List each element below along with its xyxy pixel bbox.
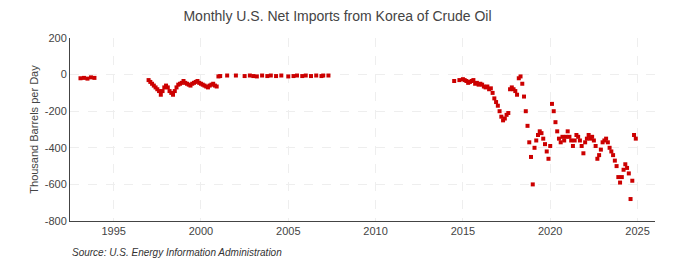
svg-text:Monthly U.S. Net Imports from: Monthly U.S. Net Imports from Korea of C… — [183, 8, 491, 24]
svg-text:200: 200 — [48, 32, 66, 44]
svg-text:Thousand Barrels per Day: Thousand Barrels per Day — [28, 65, 40, 194]
svg-text:-600: -600 — [45, 178, 67, 190]
svg-text:Source: U.S. Energy Informatio: Source: U.S. Energy Information Administ… — [72, 247, 282, 258]
svg-text:2005: 2005 — [276, 225, 300, 237]
svg-text:-200: -200 — [45, 105, 67, 117]
svg-text:-400: -400 — [45, 142, 67, 154]
svg-text:2010: 2010 — [363, 225, 387, 237]
svg-text:1995: 1995 — [101, 225, 125, 237]
svg-text:2015: 2015 — [451, 225, 475, 237]
svg-text:2020: 2020 — [538, 225, 562, 237]
svg-text:0: 0 — [61, 68, 67, 80]
svg-text:2000: 2000 — [189, 225, 213, 237]
svg-text:-800: -800 — [45, 215, 67, 227]
svg-text:2025: 2025 — [625, 225, 649, 237]
